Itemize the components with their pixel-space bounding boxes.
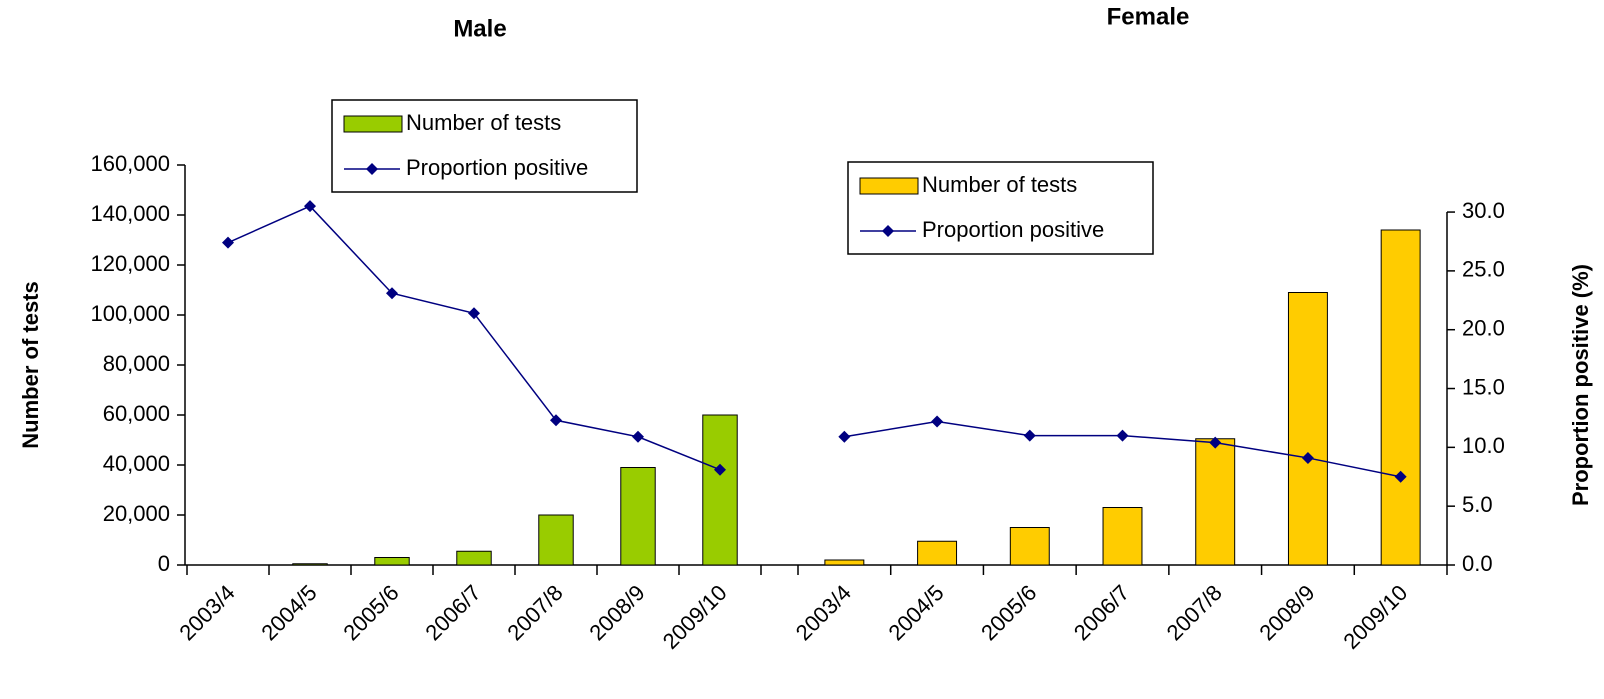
line-marker <box>1116 429 1129 442</box>
bar <box>824 559 865 566</box>
x-tick-label: 2006/7 <box>1069 580 1134 645</box>
line-marker <box>931 415 944 428</box>
legend-label: Proportion positive <box>406 155 588 180</box>
line-marker <box>632 430 644 443</box>
x-tick-label: 2007/8 <box>1162 580 1227 645</box>
line <box>227 205 721 471</box>
line-marker <box>838 430 851 443</box>
y-tick-label: 60,000 <box>103 401 170 426</box>
legend-swatch <box>882 225 894 237</box>
legend-swatch <box>343 115 403 133</box>
bar <box>292 563 328 566</box>
bar <box>1195 438 1236 566</box>
y-tick-label: 100,000 <box>90 301 170 326</box>
line-marker <box>468 307 480 320</box>
y2-tick-label: 30.0 <box>1462 198 1505 223</box>
line-marker <box>222 236 234 249</box>
legend-label: Proportion positive <box>922 217 1104 242</box>
y2-tick-label: 20.0 <box>1462 316 1505 341</box>
x-tick-label: 2005/6 <box>976 580 1041 645</box>
x-tick-label: 2005/6 <box>338 580 403 645</box>
y-tick-label: 40,000 <box>103 451 170 476</box>
bar <box>538 514 574 566</box>
bar <box>1380 229 1421 566</box>
bar <box>917 540 958 566</box>
x-tick-label: 2009/10 <box>1338 580 1412 654</box>
y-axis-label: Number of tests <box>18 281 43 448</box>
x-tick-label: 2006/7 <box>420 580 485 645</box>
chart-title: Female <box>1107 3 1190 30</box>
bar <box>1102 507 1143 566</box>
bar <box>1287 292 1328 566</box>
line-marker <box>714 463 726 476</box>
x-tick-label: 2004/5 <box>883 580 948 645</box>
line-marker <box>1209 436 1222 449</box>
y2-tick-label: 0.0 <box>1462 551 1493 576</box>
y2-tick-label: 10.0 <box>1462 433 1505 458</box>
y-tick-label: 160,000 <box>90 151 170 176</box>
legend-box <box>331 99 638 193</box>
x-tick-label: 2003/4 <box>174 580 239 645</box>
bar <box>374 557 410 566</box>
x-tick-label: 2008/9 <box>584 580 649 645</box>
legend-box <box>847 161 1154 255</box>
legend-swatch <box>366 163 378 175</box>
line-marker <box>1301 451 1314 464</box>
y2-tick-label: 15.0 <box>1462 374 1505 399</box>
legend-label: Number of tests <box>406 110 561 135</box>
legend-label: Number of tests <box>922 172 1077 197</box>
x-tick-label: 2008/9 <box>1254 580 1319 645</box>
y-tick-label: 0 <box>158 551 170 576</box>
bar <box>456 550 492 566</box>
line-marker <box>1394 470 1407 483</box>
x-tick-label: 2004/5 <box>256 580 321 645</box>
line-marker <box>304 200 316 213</box>
line-marker <box>550 414 562 427</box>
y-tick-label: 20,000 <box>103 501 170 526</box>
bar <box>1009 527 1050 566</box>
y-tick-label: 80,000 <box>103 351 170 376</box>
y2-axis-label: Proportion positive (%) <box>1568 264 1593 506</box>
bar <box>702 414 738 566</box>
y-tick-label: 120,000 <box>90 251 170 276</box>
line-marker <box>386 287 398 300</box>
x-tick-label: 2003/4 <box>791 580 856 645</box>
y-tick-label: 140,000 <box>90 201 170 226</box>
chart-title: Male <box>453 15 506 42</box>
line-marker <box>1023 429 1036 442</box>
x-tick-label: 2009/10 <box>658 580 732 654</box>
y2-tick-label: 25.0 <box>1462 257 1505 282</box>
y2-tick-label: 5.0 <box>1462 492 1493 517</box>
x-tick-label: 2007/8 <box>502 580 567 645</box>
bar <box>620 467 656 566</box>
legend-swatch <box>859 177 919 195</box>
